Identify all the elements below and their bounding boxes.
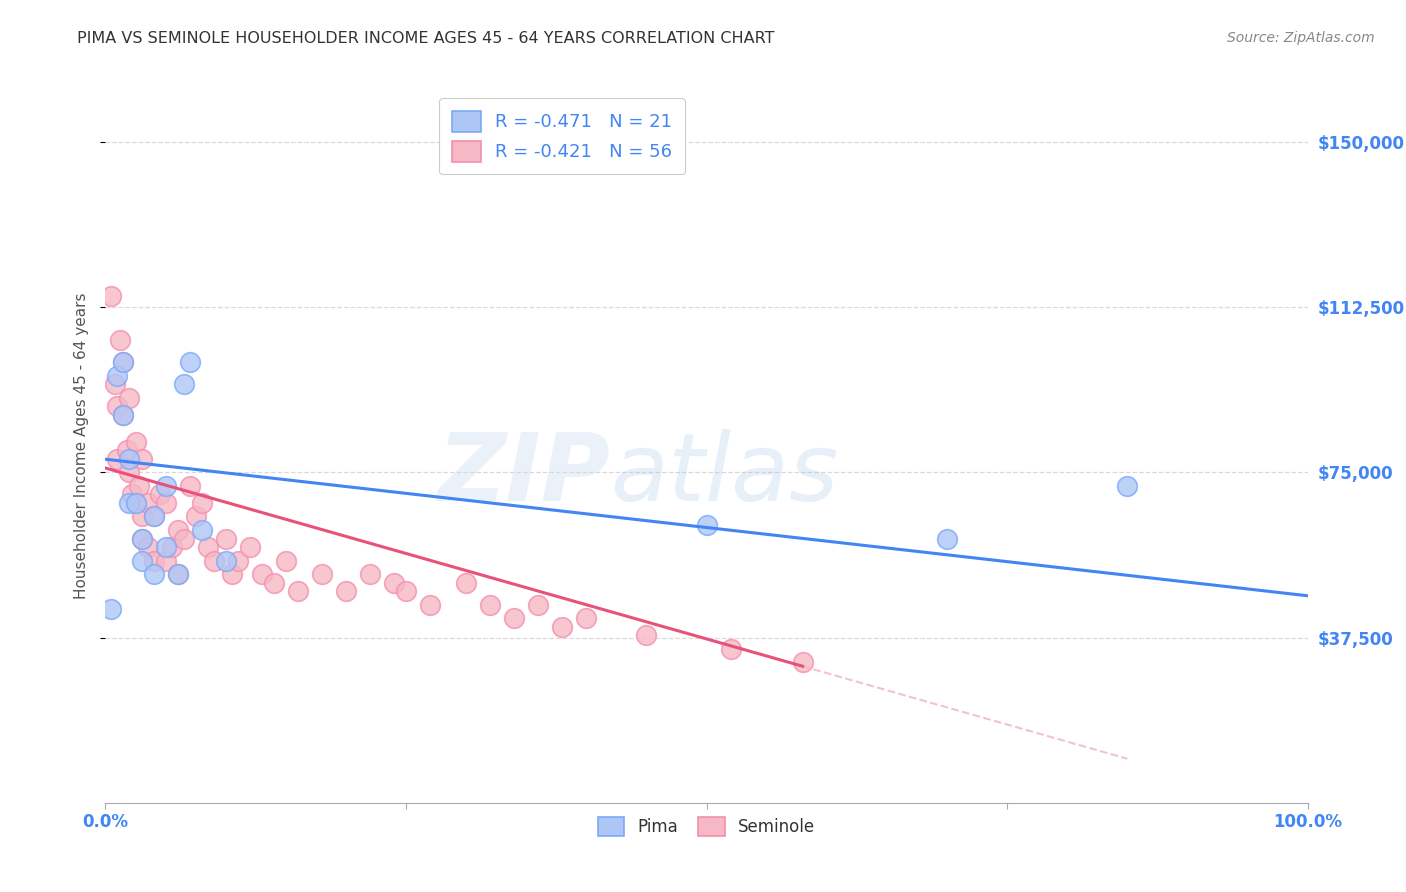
Point: [311, 566, 333, 581]
Point: [214, 532, 236, 546]
Point: [173, 532, 195, 546]
Point: [131, 532, 153, 546]
Point: [155, 553, 177, 567]
Point: [197, 541, 219, 555]
Point: [636, 628, 658, 642]
Point: [166, 566, 188, 581]
Point: [184, 509, 207, 524]
Point: [263, 575, 285, 590]
Point: [395, 584, 418, 599]
Point: [124, 496, 146, 510]
Text: ZIP: ZIP: [437, 428, 610, 521]
Point: [214, 553, 236, 567]
Point: [382, 575, 405, 590]
Point: [479, 598, 502, 612]
Point: [148, 487, 170, 501]
Point: [142, 566, 165, 581]
Point: [131, 452, 153, 467]
Point: [226, 553, 249, 567]
Point: [131, 553, 153, 567]
Point: [179, 478, 201, 492]
Point: [131, 509, 153, 524]
Point: [155, 541, 177, 555]
Point: [160, 541, 183, 555]
Point: [696, 518, 718, 533]
Point: [179, 355, 201, 369]
Point: [335, 584, 357, 599]
Point: [142, 509, 165, 524]
Point: [100, 289, 122, 303]
Point: [136, 496, 159, 510]
Legend: Pima, Seminole: Pima, Seminole: [589, 808, 824, 845]
Point: [118, 496, 141, 510]
Point: [108, 333, 131, 347]
Point: [100, 602, 122, 616]
Point: [115, 443, 138, 458]
Point: [124, 434, 146, 449]
Point: [166, 523, 188, 537]
Point: [112, 408, 135, 422]
Point: [107, 400, 129, 414]
Point: [112, 408, 135, 422]
Point: [107, 452, 129, 467]
Point: [287, 584, 309, 599]
Point: [1116, 478, 1139, 492]
Point: [202, 553, 225, 567]
Point: [527, 598, 550, 612]
Point: [190, 496, 212, 510]
Point: [274, 553, 297, 567]
Point: [131, 532, 153, 546]
Point: [118, 391, 141, 405]
Point: [359, 566, 381, 581]
Point: [155, 496, 177, 510]
Point: [124, 496, 146, 510]
Text: PIMA VS SEMINOLE HOUSEHOLDER INCOME AGES 45 - 64 YEARS CORRELATION CHART: PIMA VS SEMINOLE HOUSEHOLDER INCOME AGES…: [77, 31, 775, 46]
Point: [142, 509, 165, 524]
Point: [118, 466, 141, 480]
Point: [250, 566, 273, 581]
Point: [128, 478, 150, 492]
Point: [155, 478, 177, 492]
Point: [112, 355, 135, 369]
Point: [190, 523, 212, 537]
Point: [142, 553, 165, 567]
Point: [936, 532, 959, 546]
Point: [239, 541, 262, 555]
Point: [503, 611, 526, 625]
Point: [121, 487, 143, 501]
Point: [551, 619, 574, 633]
Point: [136, 541, 159, 555]
Point: [104, 377, 127, 392]
Point: [107, 368, 129, 383]
Point: [173, 377, 195, 392]
Text: atlas: atlas: [610, 429, 838, 520]
Point: [221, 566, 243, 581]
Point: [166, 566, 188, 581]
Y-axis label: Householder Income Ages 45 - 64 years: Householder Income Ages 45 - 64 years: [75, 293, 90, 599]
Point: [118, 452, 141, 467]
Point: [419, 598, 441, 612]
Point: [112, 355, 135, 369]
Point: [456, 575, 478, 590]
Point: [792, 655, 814, 669]
Point: [575, 611, 598, 625]
Point: [720, 641, 742, 656]
Text: Source: ZipAtlas.com: Source: ZipAtlas.com: [1227, 31, 1375, 45]
